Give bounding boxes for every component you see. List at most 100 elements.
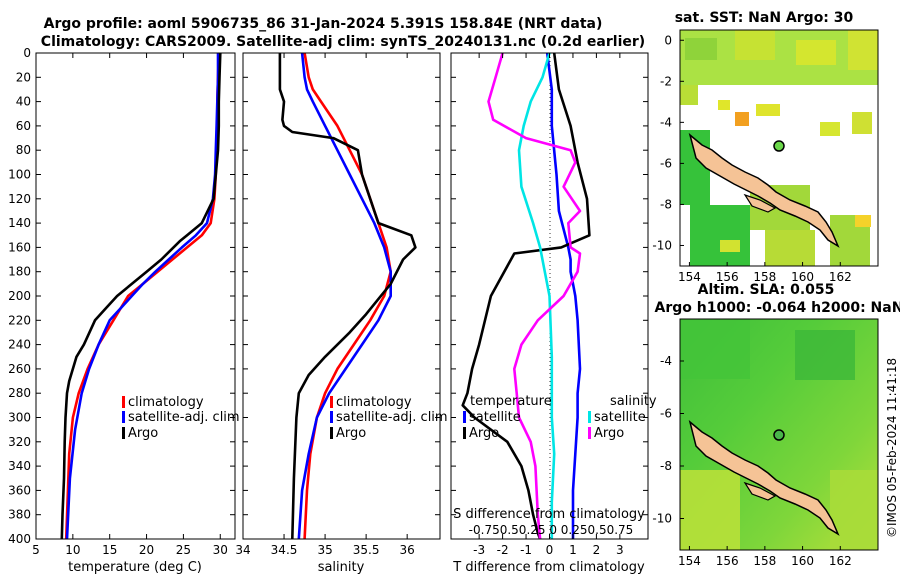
temperature-axes-frame [35, 52, 236, 540]
series-climatology [64, 52, 221, 540]
sst-map-lon-ticks: 154 156 158 160 162 [678, 262, 852, 284]
x-tick-label: -1 [520, 543, 532, 557]
depth-tick-label: 180 [8, 265, 31, 279]
depth-tick-label: 80 [16, 143, 31, 157]
salinity-tick-labels: 34 34.5 35 35.5 36 [235, 52, 440, 557]
sst-map-frame [679, 29, 879, 267]
lat-tick-label: 0 [664, 33, 672, 47]
depth-tick-labels: 0 20 40 60 80 100 120 140 160 180 200 220 240 260 280 3… [8, 46, 31, 546]
temperature-tick-labels: 5 10 15 20 25 30 [32, 52, 235, 557]
depth-tick-label: 220 [8, 313, 31, 327]
sst-patch [690, 205, 750, 266]
legend-label-argo: Argo [336, 426, 366, 441]
series-temperature-argo [461, 52, 591, 540]
legend-label-s-argo: Argo [594, 426, 624, 441]
legend-title-temperature: temperature [470, 394, 552, 409]
lat-tick-label: -4 [660, 354, 672, 368]
legend-swatch-satellite [330, 411, 333, 423]
sst-patch [756, 104, 780, 116]
legend-swatch-t-satellite [463, 411, 466, 423]
sla-patch [795, 330, 855, 380]
coastline-island [743, 481, 777, 501]
lat-tick-label: -8 [660, 197, 672, 211]
depth-tick-label: 0 [23, 46, 31, 60]
legend-label-satellite: satellite-adj. clim [336, 410, 448, 425]
sla-patch [830, 470, 878, 550]
legend-swatch-satellite [122, 411, 125, 423]
depth-tick-label: 240 [8, 338, 31, 352]
depth-tick-label: 260 [8, 362, 31, 376]
legend-title-salinity: salinity [610, 394, 657, 409]
legend-label-s-satellite: satellite [594, 410, 646, 425]
lon-tick-label: 154 [678, 270, 701, 284]
lon-tick-label: 162 [829, 554, 852, 568]
x-tick-label: 20 [139, 543, 154, 557]
lon-tick-label: 160 [791, 270, 814, 284]
legend-swatch-argo [330, 427, 333, 439]
title-line-2: Climatology: CARS2009. Satellite-adj cli… [41, 34, 645, 50]
coastline-island [743, 193, 777, 213]
salinity-legend: climatology satellite-adj. clim Argo [330, 395, 448, 441]
sla-map-lat-ticks: -4 -6 -8 -10 [652, 354, 684, 526]
lon-tick-label: 156 [716, 270, 739, 284]
sla-patch [680, 470, 740, 550]
sst-patch [820, 122, 840, 136]
x-tick-label: 15 [102, 543, 117, 557]
lon-tick-label: 154 [678, 554, 701, 568]
series-climatology [303, 52, 393, 540]
lon-tick-label: 160 [791, 554, 814, 568]
depth-tick-label: 300 [8, 411, 31, 425]
lon-tick-label: 158 [753, 270, 776, 284]
sst-patch [720, 240, 740, 252]
legend-swatch-s-argo [588, 427, 591, 439]
lon-tick-label: 158 [753, 554, 776, 568]
salinity-difference-legend: salinity satellite Argo [588, 394, 657, 441]
x-tick-label: 5 [32, 543, 40, 557]
x-tick-label: 35.5 [353, 543, 380, 557]
x-tick-label: -2 [497, 543, 509, 557]
s-difference-ticks: -0.750.50.25 0 0.250.50.75 [469, 523, 634, 537]
legend-label-climatology: climatology [336, 395, 412, 410]
legend-label-t-argo: Argo [469, 426, 499, 441]
title-line-1: Argo profile: aoml 5906735_86 31-Jan-202… [44, 16, 603, 32]
sst-patch [685, 38, 717, 60]
lat-tick-label: -2 [660, 74, 672, 88]
lat-tick-label: -10 [652, 238, 672, 252]
salinity-axes-frame [242, 52, 441, 540]
x-tick-label: -3 [473, 543, 485, 557]
lat-tick-label: -10 [652, 512, 672, 526]
legend-swatch-argo [122, 427, 125, 439]
x-tick-label: 30 [213, 543, 228, 557]
depth-tick-label: 280 [8, 386, 31, 400]
lat-tick-label: -8 [660, 459, 672, 473]
depth-tick-label: 120 [8, 192, 31, 206]
lat-tick-label: -4 [660, 115, 672, 129]
x-tick-label: 35 [317, 543, 332, 557]
series-argo [60, 52, 222, 540]
temperature-panel: 0 20 40 60 80 100 120 140 160 180 200 220 240 260 280 3… [8, 46, 240, 575]
legend-swatch-s-satellite [588, 411, 591, 423]
sst-map-title: sat. SST: NaN Argo: 30 [675, 10, 854, 26]
series-satellite-adj-clim [65, 53, 220, 540]
t-difference-tick-labels: -3 -2 -1 0 1 2 3 [451, 52, 648, 557]
sst-map-lat-ticks: 0 -2 -4 -6 -8 -10 [652, 33, 684, 252]
x-tick-label: 2 [593, 543, 601, 557]
x-tick-label: 34 [235, 543, 250, 557]
depth-tick-label: 160 [8, 240, 31, 254]
imos-timestamp: ©IMOS 05-Feb-2024 11:41:18 [885, 358, 899, 538]
sla-map: -4 -6 -8 -10 154 156 158 160 162 [652, 318, 879, 568]
sst-pixels [680, 30, 878, 266]
depth-tick-label: 400 [8, 532, 31, 546]
x-tick-label: 36 [400, 543, 415, 557]
salinity-panel: 34 34.5 35 35.5 36 salinity climatology sate… [235, 52, 448, 575]
legend-swatch-climatology [330, 396, 333, 408]
sst-patch [848, 30, 878, 70]
series-argo [278, 53, 417, 540]
series-temperature-satellite [545, 52, 582, 539]
x-tick-label: 3 [616, 543, 624, 557]
depth-tick-label: 340 [8, 459, 31, 473]
sst-patch [735, 112, 749, 126]
series-salinity-argo [487, 52, 582, 540]
sst-patch [718, 100, 730, 110]
legend-label-satellite: satellite-adj. clim [128, 410, 240, 425]
